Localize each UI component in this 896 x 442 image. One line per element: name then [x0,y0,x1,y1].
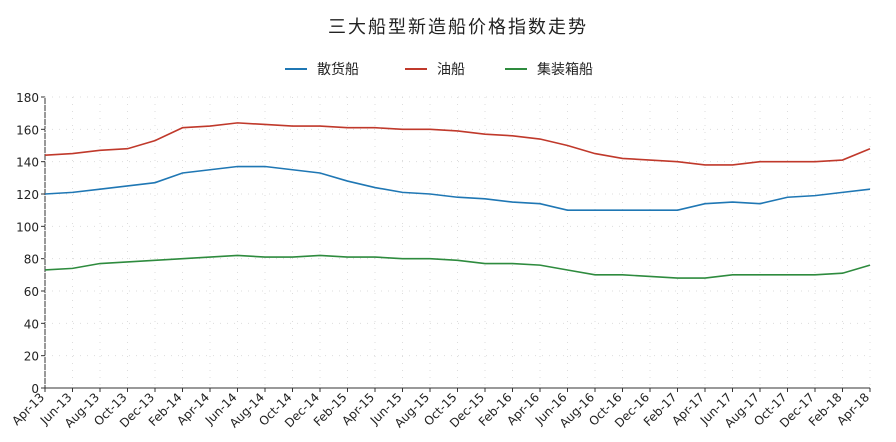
legend-label: 油船 [437,62,465,78]
y-tick-label: 160 [16,123,39,137]
legend-label: 集装箱船 [537,61,593,78]
y-tick-label: 20 [24,350,39,364]
y-tick-label: 80 [24,253,39,267]
chart-title: 三大船型新造船价格指数走势 [328,17,588,38]
series-line [44,165,871,211]
y-tick-label: 140 [16,156,39,170]
y-tick-label: 100 [16,220,39,234]
y-tick-label: 180 [16,91,39,105]
legend-label: 散货船 [317,61,359,78]
series-line [44,254,871,279]
y-tick-label: 60 [24,285,39,299]
y-tick-label: 120 [16,188,39,202]
y-tick-label: 0 [31,382,39,396]
series-line [44,122,871,166]
y-tick-label: 40 [24,317,39,331]
